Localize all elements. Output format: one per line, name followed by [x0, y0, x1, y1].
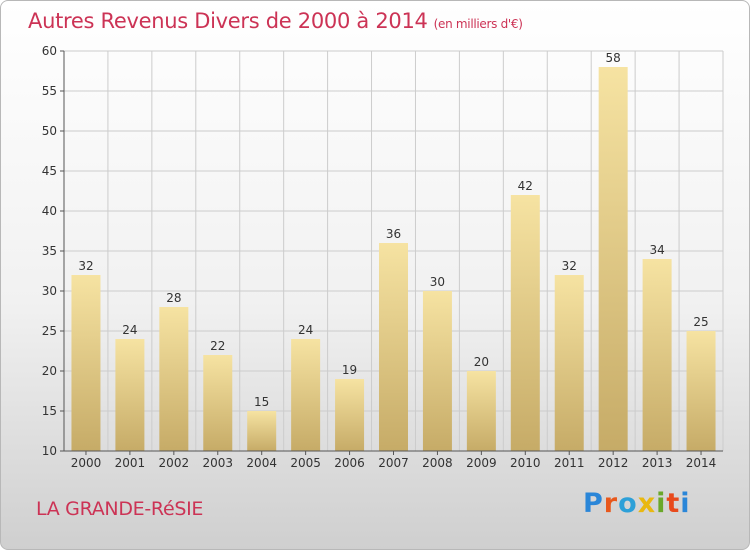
value-label: 24 [298, 323, 313, 337]
x-tick-label: 2002 [159, 456, 190, 470]
x-tick-label: 2007 [378, 456, 409, 470]
bar [598, 67, 628, 451]
bar [115, 339, 145, 451]
bar [247, 411, 277, 451]
value-label: 32 [562, 259, 577, 273]
bar [335, 379, 365, 451]
bars [71, 67, 716, 451]
x-tick-label: 2006 [334, 456, 365, 470]
x-tick-label: 2001 [115, 456, 146, 470]
title-text: Autres Revenus Divers de 2000 à 2014 [28, 9, 428, 33]
x-tick-label: 2005 [290, 456, 321, 470]
value-label: 25 [693, 315, 708, 329]
logo-letter: r [603, 488, 619, 519]
labels: 32 24 28 22 15 24 19 36 30 20 42 32 58 34 25 [78, 51, 708, 409]
y-tick-label: 25 [42, 324, 57, 338]
chart-title: Autres Revenus Divers de 2000 à 2014 (en … [28, 9, 523, 33]
logo-letter: i [680, 488, 691, 519]
axes: 10 15 20 25 30 35 40 45 50 55 60 2000 2001 2002 2003 20… [42, 44, 723, 470]
bar [554, 275, 584, 451]
value-label: 22 [210, 339, 225, 353]
value-label: 34 [649, 243, 664, 257]
unit-label: (en milliers d'€) [433, 17, 523, 31]
value-label: 30 [430, 275, 445, 289]
value-label: 19 [342, 363, 357, 377]
y-tick-label: 60 [42, 44, 57, 58]
value-label: 20 [474, 355, 489, 369]
bar [291, 339, 321, 451]
x-tick-label: 2008 [422, 456, 453, 470]
bar [159, 307, 189, 451]
value-label: 15 [254, 395, 269, 409]
bar [686, 331, 716, 451]
x-tick-label: 2012 [598, 456, 629, 470]
y-tick-label: 40 [42, 204, 57, 218]
y-tick-label: 55 [42, 84, 57, 98]
bar [71, 275, 101, 451]
bar [642, 259, 672, 451]
y-tick-label: 10 [42, 444, 57, 458]
logo-letter: P [583, 488, 604, 519]
bar [422, 291, 452, 451]
logo-letter: t [666, 488, 681, 519]
y-tick-label: 20 [42, 364, 57, 378]
y-tick-label: 15 [42, 404, 57, 418]
bar [203, 355, 233, 451]
proxiti-logo[interactable]: Proxiti [583, 488, 691, 519]
value-label: 24 [122, 323, 137, 337]
x-tick-label: 2004 [246, 456, 277, 470]
logo-letter: x [637, 488, 657, 519]
logo-letter: o [618, 488, 638, 519]
x-tick-label: 2010 [510, 456, 541, 470]
value-label: 36 [386, 227, 401, 241]
value-label: 32 [78, 259, 93, 273]
bar [510, 195, 540, 451]
value-label: 28 [166, 291, 181, 305]
x-tick-label: 2013 [642, 456, 673, 470]
x-tick-label: 2011 [554, 456, 585, 470]
value-label: 58 [606, 51, 621, 65]
place-name: LA GRANDE-RéSIE [36, 498, 204, 520]
x-tick-label: 2000 [71, 456, 102, 470]
x-tick-label: 2009 [466, 456, 497, 470]
y-tick-label: 50 [42, 124, 57, 138]
logo-letter: i [656, 488, 667, 519]
x-tick-label: 2014 [686, 456, 717, 470]
y-tick-label: 35 [42, 244, 57, 258]
bar [466, 371, 496, 451]
x-tick-label: 2003 [202, 456, 233, 470]
value-label: 42 [518, 179, 533, 193]
bar-chart: 10 15 20 25 30 35 40 45 50 55 60 2000 2001 2002 2003 20… [42, 44, 724, 470]
y-tick-label: 30 [42, 284, 57, 298]
y-tick-label: 45 [42, 164, 57, 178]
bar [379, 243, 408, 451]
